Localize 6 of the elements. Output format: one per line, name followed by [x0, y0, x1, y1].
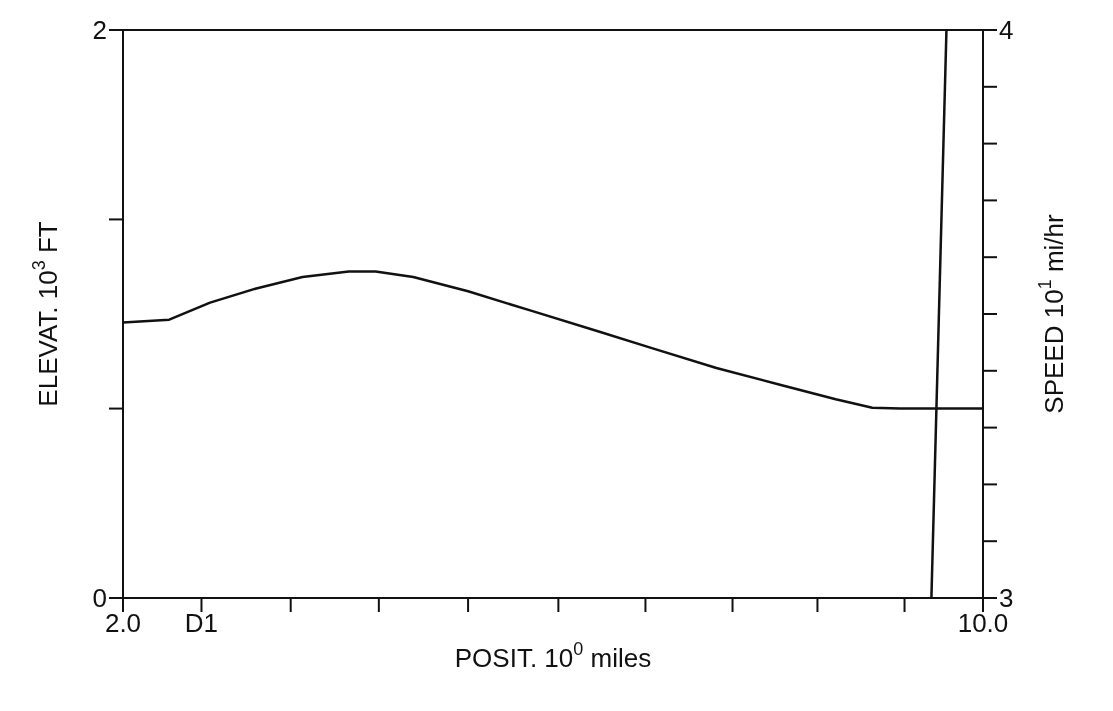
y-tick-label: 2: [92, 15, 107, 46]
x-tick-label: 2.0: [104, 608, 142, 639]
y-tick-label: 0: [92, 583, 107, 614]
x-axis-title: POSIT. 10$^{0}$ miles: [454, 638, 652, 673]
x-tick-label: D1: [184, 608, 219, 639]
y2-tick-label: 4: [999, 15, 1014, 46]
